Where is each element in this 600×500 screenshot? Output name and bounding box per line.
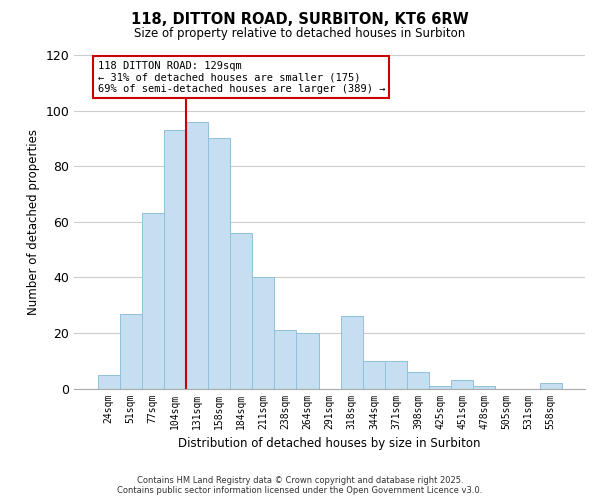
Bar <box>407 372 429 388</box>
Bar <box>252 278 274 388</box>
Text: Contains HM Land Registry data © Crown copyright and database right 2025.: Contains HM Land Registry data © Crown c… <box>137 476 463 485</box>
Bar <box>230 233 252 388</box>
Bar <box>429 386 451 388</box>
Bar <box>142 214 164 388</box>
Bar <box>341 316 363 388</box>
Y-axis label: Number of detached properties: Number of detached properties <box>27 129 40 315</box>
Bar <box>164 130 186 388</box>
Bar <box>98 374 119 388</box>
Bar <box>539 383 562 388</box>
Bar <box>119 314 142 388</box>
Bar <box>208 138 230 388</box>
Bar <box>385 361 407 388</box>
Text: Size of property relative to detached houses in Surbiton: Size of property relative to detached ho… <box>134 28 466 40</box>
Bar <box>186 122 208 388</box>
Text: 118 DITTON ROAD: 129sqm
← 31% of detached houses are smaller (175)
69% of semi-d: 118 DITTON ROAD: 129sqm ← 31% of detache… <box>98 60 385 94</box>
Text: Contains public sector information licensed under the Open Government Licence v3: Contains public sector information licen… <box>118 486 482 495</box>
Bar <box>296 333 319 388</box>
Bar <box>473 386 496 388</box>
X-axis label: Distribution of detached houses by size in Surbiton: Distribution of detached houses by size … <box>178 437 481 450</box>
Text: 118, DITTON ROAD, SURBITON, KT6 6RW: 118, DITTON ROAD, SURBITON, KT6 6RW <box>131 12 469 28</box>
Bar <box>451 380 473 388</box>
Bar <box>363 361 385 388</box>
Bar <box>274 330 296 388</box>
